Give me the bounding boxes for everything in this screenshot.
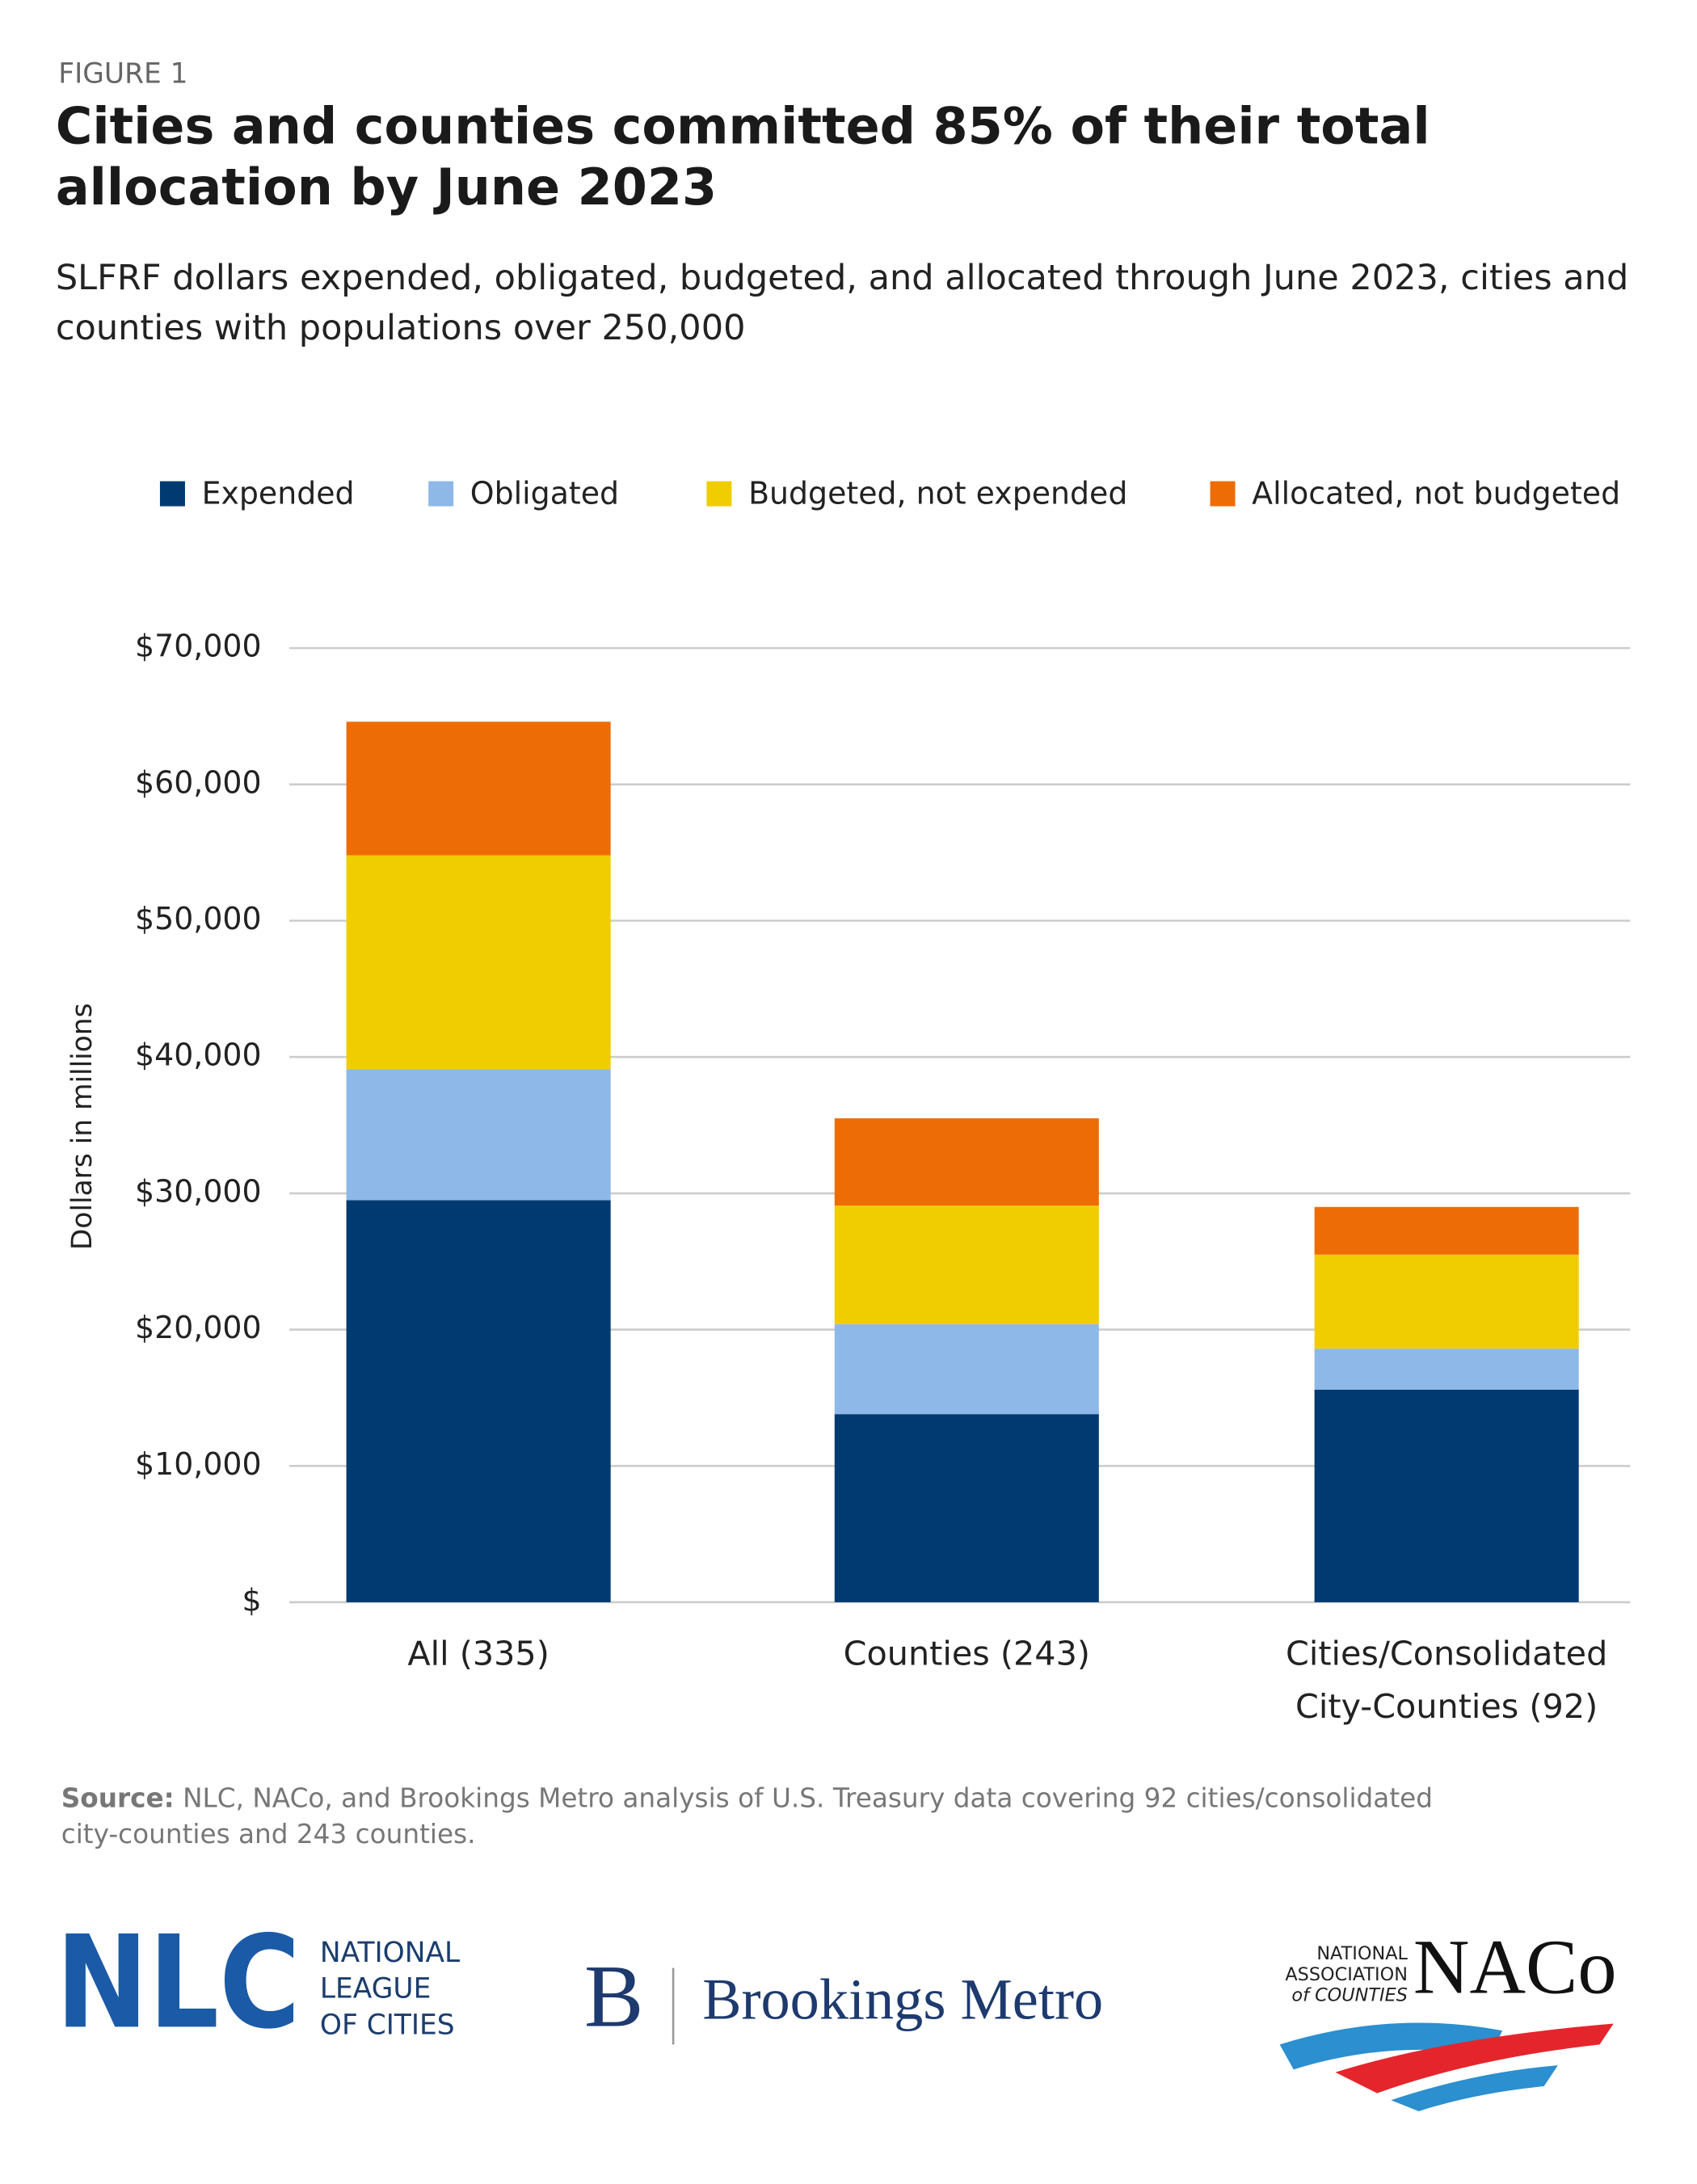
naco-text: of COUNTIES <box>1291 1985 1408 2006</box>
y-tick-label: $20,000 <box>135 1310 262 1345</box>
legend-swatch <box>159 481 185 507</box>
nlc-logo: NLC <box>56 1908 301 2057</box>
y-tick-label: $10,000 <box>135 1446 262 1482</box>
bar-segment <box>1314 1254 1579 1349</box>
naco-text: ASSOCIATION <box>1285 1964 1408 1985</box>
bar-segment <box>346 722 611 856</box>
y-tick-label: $ <box>242 1582 262 1618</box>
bar-segment <box>834 1414 1099 1602</box>
x-tick-label: All (335) <box>407 1634 550 1673</box>
source-text: NLC, NACo, and Brookings Metro analysis … <box>183 1782 1433 1813</box>
bar-segment <box>346 855 611 1070</box>
nlc-text: OF CITIES <box>320 2009 455 2041</box>
legend-label: Expended <box>202 475 355 511</box>
nlc-text: NATIONAL <box>320 1937 460 1969</box>
legend-label: Allocated, not budgeted <box>1252 475 1620 511</box>
chart-subtitle: SLFRF dollars expended, obligated, budge… <box>55 257 1629 348</box>
legend-label: Budgeted, not expended <box>748 475 1127 511</box>
naco-mark: NACo <box>1413 1923 1617 2009</box>
source-text: city-counties and 243 counties. <box>61 1819 476 1849</box>
brookings-name: Brookings Metro <box>702 1967 1103 2032</box>
flag-stripe <box>1335 2023 1614 2094</box>
bar-segment <box>834 1206 1099 1324</box>
x-tick-label: Counties (243) <box>843 1634 1090 1673</box>
legend-swatch <box>428 481 454 507</box>
bar-segment <box>834 1118 1099 1206</box>
y-axis-label: Dollars in millions <box>66 1003 99 1250</box>
bar-segment <box>1314 1349 1579 1390</box>
source-label: Source: <box>61 1782 175 1813</box>
bar-segment <box>1314 1206 1579 1255</box>
subtitle-box: SLFRF dollars expended, obligated, budge… <box>55 257 1629 348</box>
naco-text: NATIONAL <box>1316 1943 1408 1964</box>
y-tick-label: $30,000 <box>135 1173 262 1209</box>
brookings-mark: B <box>584 1946 643 2045</box>
y-tick-label: $50,000 <box>135 901 262 936</box>
title-box: Cities and counties committed 85% of the… <box>55 99 1430 217</box>
x-tick-box: All (335) <box>407 1634 550 1673</box>
x-tick-label: Cities/Consolidated City-Counties (92) <box>1286 1634 1608 1727</box>
bar-segment <box>1314 1389 1579 1602</box>
legend-swatch <box>1210 481 1236 507</box>
flag-stripe <box>1279 2022 1503 2070</box>
chart-title: Cities and counties committed 85% of the… <box>55 99 1430 217</box>
legend-swatch <box>706 481 732 507</box>
x-tick-box: Cities/Consolidated City-Counties (92) <box>1286 1634 1608 1727</box>
y-tick-label: $60,000 <box>135 764 262 800</box>
bar-segment <box>346 1200 611 1602</box>
nlc-text: LEAGUE <box>320 1973 431 2005</box>
figure-label: FIGURE 1 <box>58 57 187 90</box>
bar-segment <box>834 1323 1099 1415</box>
source-line: Source: NLC, NACo, and Brookings Metro an… <box>61 1782 1433 1813</box>
x-tick-box: Counties (243) <box>843 1634 1090 1673</box>
legend-label: Obligated <box>470 475 619 511</box>
bar-segment <box>346 1069 611 1201</box>
y-tick-label: $70,000 <box>135 629 262 664</box>
y-tick-label: $40,000 <box>135 1037 262 1073</box>
flag-stripe <box>1391 2065 1558 2111</box>
